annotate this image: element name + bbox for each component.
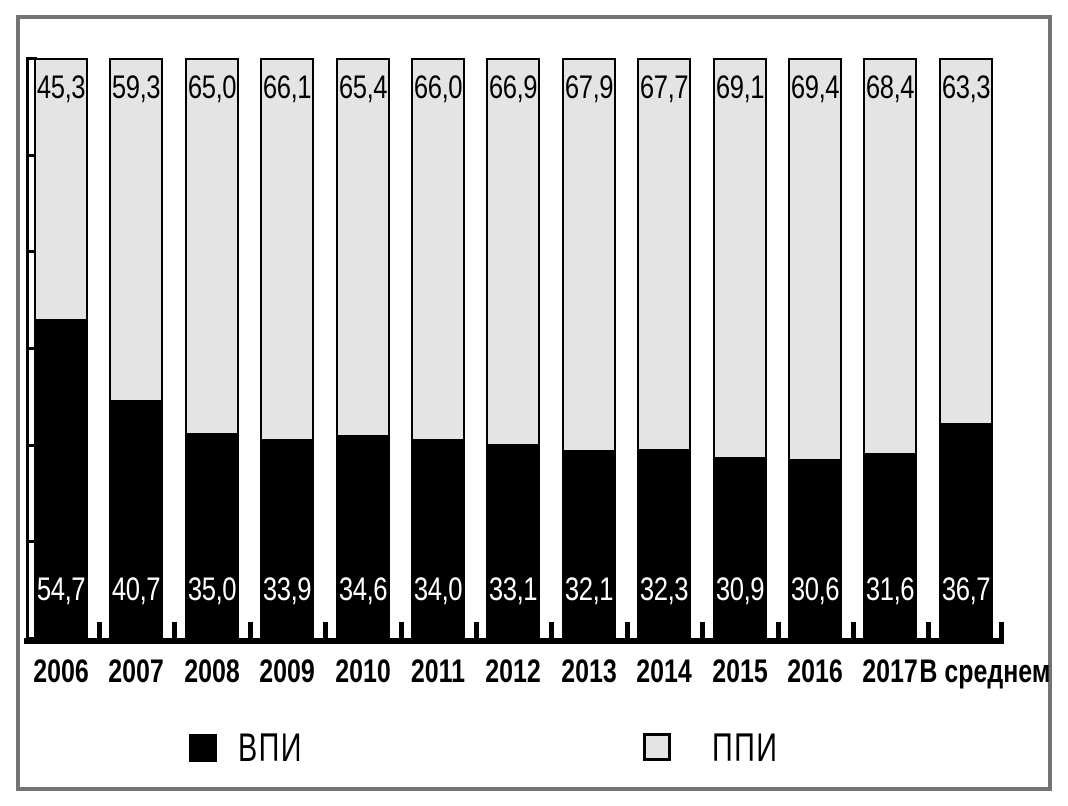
y-axis-tick xyxy=(26,540,37,543)
y-axis-tick xyxy=(26,250,37,253)
bar-2007-vpi-segment xyxy=(109,402,163,638)
category-label-2006: 2006 xyxy=(33,653,89,689)
bar-В среднем-vpi-segment xyxy=(939,425,993,638)
ppi-value-label: 66,0 xyxy=(413,69,463,105)
category-label-2011: 2011 xyxy=(410,653,466,689)
y-axis-line xyxy=(26,58,29,644)
legend-label-vpi: ВПИ xyxy=(238,726,303,770)
x-axis-tick xyxy=(323,622,328,638)
legend-swatch-vpi-icon xyxy=(189,734,217,762)
vpi-value-label: 34,0 xyxy=(413,571,463,607)
y-axis-tick xyxy=(26,347,37,350)
bar-2010-vpi-segment xyxy=(336,437,390,638)
vpi-value-label: 35,0 xyxy=(187,571,237,607)
bar-В среднем-ppi-segment xyxy=(939,58,993,425)
legend-swatch-ppi-icon xyxy=(643,733,671,761)
bar-2013-vpi-segment xyxy=(562,452,616,638)
bar-2009-vpi-segment xyxy=(260,441,314,638)
x-axis-tick xyxy=(97,622,102,638)
y-axis-tick xyxy=(26,57,37,60)
bar-2011-vpi-segment xyxy=(411,441,465,638)
legend-label-ppi: ППИ xyxy=(712,726,779,770)
category-label-2013: 2013 xyxy=(561,653,617,689)
bar-2007-ppi-segment xyxy=(109,58,163,402)
figure-border xyxy=(16,15,1052,791)
bar-2011-ppi-segment xyxy=(411,58,465,441)
ppi-value-label: 45,3 xyxy=(36,69,86,105)
x-axis-tick xyxy=(549,622,554,638)
category-label-2014: 2014 xyxy=(636,653,692,689)
vpi-value-label: 33,9 xyxy=(262,571,312,607)
ppi-value-label: 65,0 xyxy=(187,69,237,105)
vpi-value-label: 54,7 xyxy=(36,571,86,607)
x-axis-tick xyxy=(776,622,781,638)
vpi-value-label: 32,3 xyxy=(639,571,689,607)
bar-2008-vpi-segment xyxy=(185,435,239,638)
category-label-2017: 2017 xyxy=(862,653,918,689)
ppi-value-label: 66,9 xyxy=(488,69,538,105)
bar-2017-vpi-segment xyxy=(863,455,917,638)
bar-2015-ppi-segment xyxy=(713,58,767,459)
category-label-В среднем: В среднем xyxy=(919,653,1051,689)
x-axis-line xyxy=(24,638,1004,644)
bar-2014-vpi-segment xyxy=(637,451,691,638)
vpi-value-label: 32,1 xyxy=(564,571,614,607)
vpi-value-label: 36,7 xyxy=(941,571,991,607)
bar-2009-ppi-segment xyxy=(260,58,314,441)
bar-2017-ppi-segment xyxy=(863,58,917,455)
x-axis-tick xyxy=(172,622,177,638)
category-label-2010: 2010 xyxy=(335,653,391,689)
bar-2008-ppi-segment xyxy=(185,58,239,435)
x-axis-tick xyxy=(926,622,931,638)
category-label-2012: 2012 xyxy=(485,653,541,689)
ppi-value-label: 59,3 xyxy=(111,69,161,105)
bar-2013-ppi-segment xyxy=(562,58,616,452)
vpi-value-label: 34,6 xyxy=(338,571,388,607)
vpi-value-label: 33,1 xyxy=(488,571,538,607)
x-axis-tick xyxy=(399,622,404,638)
vpi-value-label: 30,9 xyxy=(715,571,765,607)
x-axis-tick xyxy=(248,622,253,638)
category-label-2008: 2008 xyxy=(184,653,240,689)
bar-2006-ppi-segment xyxy=(34,58,88,321)
bar-2006-vpi-segment xyxy=(34,321,88,638)
x-axis-tick xyxy=(625,622,630,638)
ppi-value-label: 67,7 xyxy=(639,69,689,105)
bar-2016-ppi-segment xyxy=(788,58,842,461)
ppi-value-label: 66,1 xyxy=(262,69,312,105)
bar-2012-ppi-segment xyxy=(486,58,540,446)
category-label-2015: 2015 xyxy=(712,653,768,689)
bar-2010-ppi-segment xyxy=(336,58,390,437)
category-label-2009: 2009 xyxy=(259,653,315,689)
y-axis-tick xyxy=(26,154,37,157)
ppi-value-label: 67,9 xyxy=(564,69,614,105)
ppi-value-label: 69,1 xyxy=(715,69,765,105)
ppi-value-label: 68,4 xyxy=(865,69,915,105)
ppi-value-label: 69,4 xyxy=(790,69,840,105)
category-label-2016: 2016 xyxy=(787,653,843,689)
bar-2016-vpi-segment xyxy=(788,461,842,638)
x-axis-tick xyxy=(474,622,479,638)
x-axis-end-tick xyxy=(999,622,1004,638)
x-axis-tick xyxy=(700,622,705,638)
vpi-value-label: 40,7 xyxy=(111,571,161,607)
bar-2012-vpi-segment xyxy=(486,446,540,638)
vpi-value-label: 30,6 xyxy=(790,571,840,607)
ppi-value-label: 65,4 xyxy=(338,69,388,105)
category-label-2007: 2007 xyxy=(108,653,164,689)
x-axis-tick xyxy=(851,622,856,638)
y-axis-tick xyxy=(26,444,37,447)
bar-2015-vpi-segment xyxy=(713,459,767,638)
bar-2014-ppi-segment xyxy=(637,58,691,451)
ppi-value-label: 63,3 xyxy=(941,69,991,105)
vpi-value-label: 31,6 xyxy=(865,571,915,607)
